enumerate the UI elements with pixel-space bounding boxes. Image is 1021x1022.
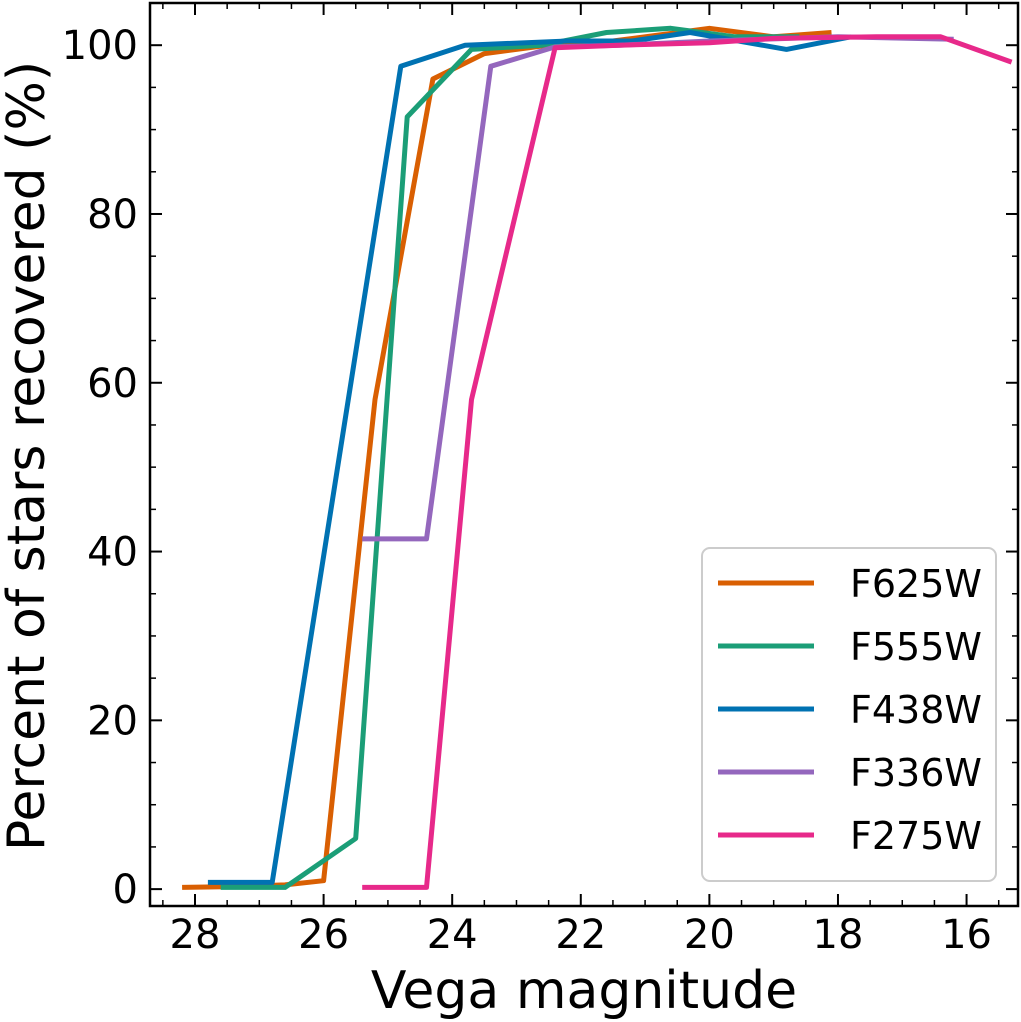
series-line-f438w — [207, 30, 852, 885]
series-layer — [182, 25, 1013, 890]
legend-box — [701, 547, 997, 882]
y-axis-title: Percent of stars recovered (%) — [0, 61, 57, 851]
y-tick-label: 40 — [87, 530, 138, 576]
y-tick-label: 100 — [62, 23, 138, 69]
x-axis-title: Vega magnitude — [371, 961, 797, 1021]
legend-label-f438w: F438W — [850, 688, 982, 732]
legend: F625W F555W F438W F336W F275W — [701, 547, 997, 882]
series-line-f275w — [362, 34, 1013, 890]
x-tick-label: 22 — [555, 912, 606, 958]
legend-label-f275w: F275W — [850, 814, 982, 858]
y-tick-label: 60 — [87, 361, 138, 407]
series-line-f336w — [362, 34, 954, 542]
y-tick-label: 80 — [87, 192, 138, 238]
legend-label-f555w: F555W — [850, 625, 982, 669]
x-tick-label: 28 — [170, 912, 221, 958]
x-tick-label: 26 — [298, 912, 349, 958]
legend-label-f625w: F625W — [850, 562, 982, 606]
y-tick-label: 20 — [87, 698, 138, 744]
x-tick-label: 20 — [684, 912, 735, 958]
ticks-layer: 28 26 24 22 20 18 16 0 20 40 60 80 100 — [62, 2, 1018, 958]
x-tick-label: 24 — [427, 912, 478, 958]
legend-label-f336w: F336W — [850, 751, 982, 795]
x-tick-label: 18 — [813, 912, 864, 958]
x-tick-label: 16 — [941, 912, 992, 958]
plot-frame — [148, 1, 1020, 908]
y-tick-label: 0 — [113, 867, 138, 913]
